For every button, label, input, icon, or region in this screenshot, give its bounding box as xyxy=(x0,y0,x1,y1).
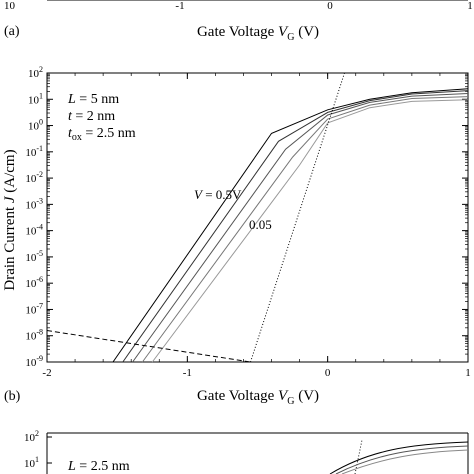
panel-a-y-tick-label: 10 xyxy=(4,0,16,12)
panel-c-y-tick-label: 102 xyxy=(24,429,39,444)
panel-c-param-length: L = 2.5 nm xyxy=(67,459,130,474)
y-tick-label: 10-4 xyxy=(25,223,43,238)
panel-b-y-ticks: 10210110010-110-210-310-410-510-610-710-… xyxy=(25,65,468,369)
panel-b-x-ticks: -2 -1 0 1 xyxy=(42,73,471,379)
panel-c-param-length-text: = 2.5 nm xyxy=(76,459,130,474)
param-thickness-var: t xyxy=(68,109,73,124)
panel-a: 10 -1 0 1 (a) Gate Voltage VG (V) xyxy=(4,0,473,43)
y-tick-base: 10 xyxy=(25,357,37,369)
y-tick-base: 10 xyxy=(25,147,37,159)
y-tick-label: 10-3 xyxy=(25,196,43,211)
y-tick-label: 102 xyxy=(28,65,43,80)
panel-a-xlabel-unit: (V) xyxy=(294,24,319,40)
current-curve xyxy=(151,99,469,363)
annotation-vd-text: = 0.5V xyxy=(202,187,242,202)
x-tick-label: 1 xyxy=(465,367,471,379)
y-tick-exp: 0 xyxy=(39,118,43,127)
current-curve xyxy=(132,93,469,363)
y-tick-base: 10 xyxy=(28,121,40,133)
param-oxide-var: t xyxy=(68,126,73,141)
dashed-reference-line xyxy=(46,330,251,363)
param-oxide-text: = 2.5 nm xyxy=(82,126,136,141)
y-tick-exp: -3 xyxy=(36,196,43,205)
current-curve xyxy=(112,88,469,363)
panel-b-xlabel-main: Gate Voltage xyxy=(197,388,278,404)
current-curve xyxy=(141,96,469,363)
y-tick-base: 10 xyxy=(25,331,37,343)
y-tick-exp: -9 xyxy=(36,354,43,363)
panel-a-x-axis-title: Gate Voltage VG (V) xyxy=(197,24,319,43)
panel-c-curve xyxy=(335,445,469,474)
panel-b-xlabel-unit: (V) xyxy=(294,388,319,404)
y-tick-exp: -5 xyxy=(36,249,43,258)
param-length-var: L xyxy=(67,92,76,107)
param-oxide: tox = 2.5 nm xyxy=(68,126,136,143)
panel-a-x-tick-label-0: 0 xyxy=(327,0,333,12)
y-tick-label: 10-9 xyxy=(25,354,43,369)
panel-c-y-tick-base: 10 xyxy=(24,432,36,444)
panel-a-xlabel-sub: G xyxy=(287,32,294,43)
panel-a-x-tick-label-neg1: -1 xyxy=(175,0,184,12)
y-tick-exp: -2 xyxy=(36,170,43,179)
y-tick-exp: 2 xyxy=(39,65,43,74)
y-tick-label: 101 xyxy=(28,91,43,106)
panel-a-tag: (a) xyxy=(4,24,20,39)
y-tick-exp: -8 xyxy=(36,328,43,337)
panel-c-y-tick-exp: 1 xyxy=(35,455,39,464)
panel-c-curve xyxy=(341,449,469,474)
y-tick-exp: -1 xyxy=(36,144,43,153)
y-tick-base: 10 xyxy=(25,173,37,185)
panel-b-tag: (b) xyxy=(4,389,21,404)
panel-b-xlabel-var: V xyxy=(278,388,289,404)
param-length-text: = 5 nm xyxy=(76,92,119,107)
panel-b-x-axis-title: Gate Voltage VG (V) xyxy=(197,388,319,407)
panel-a-x-tick-label-1: 1 xyxy=(467,0,473,12)
panel-b-series xyxy=(46,72,469,363)
annotation-vd-high: V = 0.5V xyxy=(194,187,242,202)
y-tick-base: 10 xyxy=(25,199,37,211)
panel-c-y-tick-label: 101 xyxy=(24,455,39,470)
y-tick-label: 10-1 xyxy=(25,144,43,159)
param-oxide-sub: ox xyxy=(72,132,82,143)
panel-c-y-tick-exp: 2 xyxy=(35,429,39,438)
panel-b-plot-frame xyxy=(46,72,469,363)
panel-b-xlabel-sub: G xyxy=(287,396,294,407)
y-tick-exp: 1 xyxy=(39,91,43,100)
x-tick-label: -1 xyxy=(183,367,192,379)
panel-c-y-tick-base: 10 xyxy=(24,458,36,470)
y-tick-label: 10-5 xyxy=(25,249,43,264)
x-tick-label: -2 xyxy=(42,367,51,379)
y-tick-base: 10 xyxy=(28,94,40,106)
panel-a-xlabel-var: V xyxy=(278,24,289,40)
panel-c-param-length-var: L xyxy=(67,459,76,474)
panel-c-curve xyxy=(329,441,469,474)
param-thickness: t = 2 nm xyxy=(68,109,115,124)
y-tick-base: 10 xyxy=(25,278,37,290)
panel-b-y-axis-title: Drain Current J (A/cm) xyxy=(2,149,18,290)
y-tick-exp: -7 xyxy=(36,301,43,310)
y-tick-exp: -4 xyxy=(36,223,43,232)
panel-b: 10210110010-110-210-310-410-510-610-710-… xyxy=(2,65,471,407)
current-curve xyxy=(122,90,469,363)
annotation-vd-low: 0.05 xyxy=(249,217,272,232)
y-tick-base: 10 xyxy=(25,252,37,264)
y-tick-label: 10-8 xyxy=(25,328,43,343)
y-tick-base: 10 xyxy=(25,304,37,316)
y-tick-label: 10-2 xyxy=(25,170,43,185)
param-thickness-text: = 2 nm xyxy=(72,109,115,124)
y-tick-label: 10-6 xyxy=(25,275,43,290)
y-tick-exp: -6 xyxy=(36,275,43,284)
panel-c: 102 101 L = 2.5 nm xyxy=(24,429,469,474)
annotation-vd-var: V xyxy=(194,187,204,202)
y-tick-label: 10-7 xyxy=(25,301,43,316)
panel-a-xlabel-main: Gate Voltage xyxy=(197,24,278,40)
y-tick-label: 100 xyxy=(28,118,43,133)
y-tick-base: 10 xyxy=(28,68,40,80)
x-tick-label: 0 xyxy=(325,367,331,379)
y-tick-base: 10 xyxy=(25,226,37,238)
param-length: L = 5 nm xyxy=(67,92,119,107)
